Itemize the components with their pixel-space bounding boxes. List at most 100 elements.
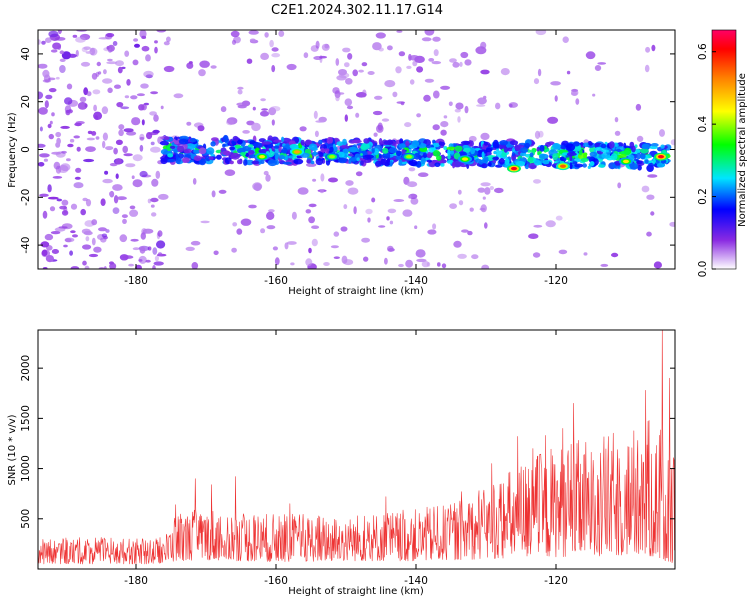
heatmap-cell — [159, 140, 169, 146]
heatmap-cell — [51, 249, 60, 254]
heatmap-cell — [49, 120, 53, 125]
heatmap-cell — [289, 144, 299, 150]
heatmap-cell — [647, 174, 658, 178]
heatmap-cell — [84, 103, 88, 108]
heatmap-cell — [107, 45, 113, 53]
heatmap-cell — [614, 130, 621, 136]
heatmap-cell — [332, 87, 340, 94]
heatmap-cell — [156, 240, 166, 249]
heatmap-cell — [67, 53, 77, 58]
heatmap-cell — [261, 108, 268, 111]
heatmap-cell — [487, 162, 492, 167]
heatmap-cell — [41, 249, 48, 257]
heatmap-cell — [416, 258, 427, 263]
heatmap-cell — [288, 155, 294, 159]
heatmap-cell — [318, 152, 324, 157]
heatmap-cell — [338, 72, 350, 79]
heatmap-cell — [115, 158, 122, 165]
heatmap-cell — [484, 222, 488, 229]
heatmap-cell — [407, 181, 418, 188]
heatmap-cell — [260, 228, 266, 234]
heatmap-cell — [101, 233, 108, 238]
heatmap-cell — [145, 259, 151, 263]
heatmap-cell — [361, 237, 370, 243]
heatmap-cell — [51, 112, 55, 117]
heatmap-cell — [129, 209, 139, 217]
heatmap-cell — [480, 132, 490, 140]
heatmap-cell — [150, 197, 159, 203]
heatmap-cell — [365, 208, 373, 215]
heatmap-cell — [537, 68, 542, 77]
heatmap-cell — [353, 206, 357, 215]
heatmap-cell — [185, 143, 196, 151]
heatmap-cell — [432, 124, 440, 131]
heatmap-cell — [583, 252, 588, 256]
heatmap-cell — [395, 66, 402, 74]
heatmap-cell — [305, 258, 313, 267]
heatmap-cell — [583, 153, 587, 160]
heatmap-cell — [61, 199, 69, 206]
heatmap-cell — [499, 140, 508, 146]
heatmap-cell — [266, 211, 275, 220]
heatmap-cell — [470, 147, 476, 155]
heatmap-cell — [374, 95, 383, 100]
heatmap-cell — [416, 113, 421, 118]
heatmap-cell — [448, 101, 453, 107]
heatmap-cell — [651, 44, 656, 52]
heatmap-cell — [482, 196, 486, 200]
heatmap-cell — [104, 170, 109, 175]
heatmap-cell — [652, 158, 656, 165]
heatmap-cell — [455, 102, 464, 110]
heatmap-cell — [351, 139, 362, 144]
heatmap-cell — [240, 152, 247, 156]
heatmap-cell — [237, 139, 243, 145]
heatmap-cell — [511, 152, 515, 157]
heatmap-cell — [361, 142, 370, 150]
heatmap-cell — [524, 142, 530, 149]
heatmap-cell — [48, 88, 57, 93]
heatmap-cell — [569, 162, 573, 170]
heatmap-cell — [86, 137, 96, 141]
snr-series-line — [38, 330, 675, 565]
heatmap-cell — [266, 225, 276, 230]
heatmap-cell — [434, 162, 441, 167]
heatmap-cell — [509, 140, 519, 146]
heatmap-cell — [80, 208, 86, 216]
heatmap-cell — [389, 220, 394, 225]
heatmap-cell — [271, 119, 275, 126]
heatmap-cell — [343, 204, 348, 210]
heatmap-cell — [54, 37, 66, 41]
heatmap-cell — [412, 60, 418, 67]
heatmap-cell — [192, 178, 197, 185]
heatmap-cell — [126, 79, 131, 86]
heatmap-cell — [600, 143, 607, 149]
heatmap-cell — [140, 83, 149, 89]
heatmap-cell — [58, 165, 69, 173]
heatmap-cell — [267, 159, 278, 167]
heatmap-cell — [175, 153, 179, 161]
heatmap-cell — [163, 136, 170, 141]
spectrogram-ylabel: Frequency (Hz) — [7, 112, 18, 188]
heatmap-cell — [291, 211, 297, 220]
snr-x-tick-label: -120 — [544, 575, 568, 587]
heatmap-cell — [305, 162, 317, 167]
heatmap-cell — [82, 197, 88, 202]
heatmap-cell — [211, 137, 219, 142]
heatmap-cell — [93, 246, 102, 253]
heatmap-cell — [575, 98, 580, 105]
heatmap-cell — [555, 215, 563, 221]
heatmap-cell — [132, 59, 139, 66]
heatmap-cell — [224, 169, 236, 176]
heatmap-cell — [131, 175, 135, 179]
heatmap-cell — [389, 160, 393, 167]
heatmap-cell — [242, 130, 250, 134]
heatmap-cell — [118, 124, 125, 130]
heatmap-cell — [387, 208, 397, 214]
heatmap-cell — [378, 47, 384, 52]
heatmap-cell — [297, 187, 309, 195]
heatmap-cell — [318, 139, 323, 145]
heatmap-cell — [356, 157, 360, 162]
heatmap-cell — [362, 154, 372, 160]
heatmap-cell — [363, 159, 372, 163]
